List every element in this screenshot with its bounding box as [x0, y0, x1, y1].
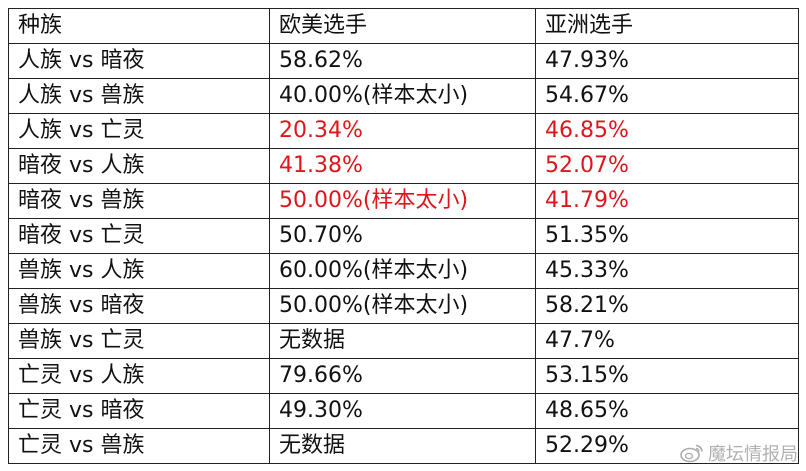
asian-winrate-cell: 46.85%	[535, 113, 799, 149]
table-row: 亡灵 vs 暗夜 49.30% 48.65%	[8, 393, 799, 429]
table-row: 人族 vs 兽族 40.00%(样本太小) 54.67%	[8, 78, 799, 114]
header-race: 种族	[8, 8, 270, 44]
asian-winrate-cell: 45.33%	[535, 253, 799, 289]
table-row: 暗夜 vs 兽族 50.00%(样本太小) 41.79%	[8, 183, 799, 219]
matchup-cell: 兽族 vs 人族	[8, 253, 270, 289]
matchup-cell: 亡灵 vs 暗夜	[8, 393, 270, 429]
header-asian-players: 亚洲选手	[535, 8, 799, 44]
asian-winrate-cell: 54.67%	[535, 78, 799, 114]
western-winrate-cell: 40.00%(样本太小)	[269, 78, 536, 114]
western-winrate-cell: 50.00%(样本太小)	[269, 288, 536, 324]
matchup-cell: 兽族 vs 暗夜	[8, 288, 270, 324]
western-winrate-cell: 41.38%	[269, 148, 536, 184]
asian-winrate-cell: 52.29%	[535, 428, 799, 464]
matchup-cell: 暗夜 vs 人族	[8, 148, 270, 184]
asian-winrate-cell: 51.35%	[535, 218, 799, 254]
matchup-cell: 人族 vs 兽族	[8, 78, 270, 114]
table-row: 人族 vs 暗夜 58.62% 47.93%	[8, 43, 799, 79]
western-winrate-cell: 49.30%	[269, 393, 536, 429]
asian-winrate-cell: 52.07%	[535, 148, 799, 184]
western-winrate-cell: 无数据	[269, 428, 536, 464]
asian-winrate-cell: 47.93%	[535, 43, 799, 79]
matchup-cell: 暗夜 vs 亡灵	[8, 218, 270, 254]
matchup-cell: 人族 vs 亡灵	[8, 113, 270, 149]
asian-winrate-cell: 53.15%	[535, 358, 799, 394]
matchup-cell: 暗夜 vs 兽族	[8, 183, 270, 219]
matchup-cell: 亡灵 vs 人族	[8, 358, 270, 394]
matchup-cell: 人族 vs 暗夜	[8, 43, 270, 79]
asian-winrate-cell: 48.65%	[535, 393, 799, 429]
table-row: 兽族 vs 亡灵 无数据 47.7%	[8, 323, 799, 359]
matchup-cell: 亡灵 vs 兽族	[8, 428, 270, 464]
table-row: 人族 vs 亡灵 20.34% 46.85%	[8, 113, 799, 149]
asian-winrate-cell: 41.79%	[535, 183, 799, 219]
western-winrate-cell: 58.62%	[269, 43, 536, 79]
table-row: 亡灵 vs 兽族 无数据 52.29%	[8, 428, 799, 464]
western-winrate-cell: 无数据	[269, 323, 536, 359]
header-western-players: 欧美选手	[269, 8, 536, 44]
table-row: 暗夜 vs 亡灵 50.70% 51.35%	[8, 218, 799, 254]
asian-winrate-cell: 58.21%	[535, 288, 799, 324]
table-row: 兽族 vs 暗夜 50.00%(样本太小) 58.21%	[8, 288, 799, 324]
winrate-table: 种族 欧美选手 亚洲选手 人族 vs 暗夜 58.62% 47.93% 人族 vs 兽…	[8, 8, 799, 464]
asian-winrate-cell: 47.7%	[535, 323, 799, 359]
table-row: 暗夜 vs 人族 41.38% 52.07%	[8, 148, 799, 184]
western-winrate-cell: 20.34%	[269, 113, 536, 149]
table-row: 亡灵 vs 人族 79.66% 53.15%	[8, 358, 799, 394]
matchup-cell: 兽族 vs 亡灵	[8, 323, 270, 359]
header-row: 种族 欧美选手 亚洲选手	[8, 8, 799, 44]
winrate-sheet: 种族 欧美选手 亚洲选手 人族 vs 暗夜 58.62% 47.93% 人族 vs 兽…	[8, 8, 799, 464]
western-winrate-cell: 79.66%	[269, 358, 536, 394]
table-row: 兽族 vs 人族 60.00%(样本太小) 45.33%	[8, 253, 799, 289]
western-winrate-cell: 60.00%(样本太小)	[269, 253, 536, 289]
western-winrate-cell: 50.70%	[269, 218, 536, 254]
western-winrate-cell: 50.00%(样本太小)	[269, 183, 536, 219]
